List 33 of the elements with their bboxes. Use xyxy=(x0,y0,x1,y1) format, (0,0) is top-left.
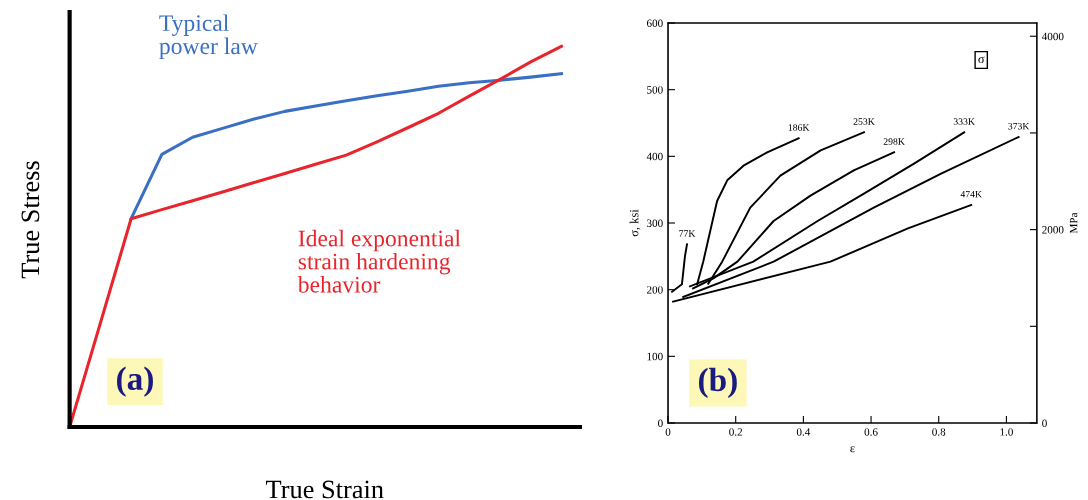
text: Typical power law xyxy=(159,14,258,60)
y2-tick-label: 0 xyxy=(1042,419,1047,427)
y2-tick-label: 2000 xyxy=(1042,226,1064,234)
y2-tick-label: 4000 xyxy=(1041,32,1064,41)
series-label: 474K xyxy=(960,190,982,198)
x-tick-label: 0.6 xyxy=(864,428,878,436)
annotation: (b) xyxy=(699,367,737,399)
x-tick-label: 1.0 xyxy=(1000,428,1013,436)
series-label: 253K xyxy=(853,118,875,125)
series-label: 373K xyxy=(1008,122,1030,130)
y2-axis-title: MPa xyxy=(1069,212,1078,234)
annotation: σ xyxy=(978,56,985,64)
series-label: 333K xyxy=(953,118,975,125)
y-axis-title: True Stress xyxy=(21,161,40,279)
y-tick-label: 500 xyxy=(647,86,663,94)
x-tick-label: 0.2 xyxy=(729,428,743,436)
x-axis-title: True Strain xyxy=(265,480,384,499)
series-label: 77K xyxy=(679,230,696,237)
x-tick-label: 0 xyxy=(665,428,671,436)
x-tick-label: 0.8 xyxy=(932,428,946,436)
y-tick-label: 100 xyxy=(647,352,663,361)
y-tick-label: 400 xyxy=(646,152,663,161)
x-tick-label: 0.4 xyxy=(796,428,811,436)
y-tick-label: 0 xyxy=(658,419,663,427)
text: Ideal exponential strain hardening behavior xyxy=(297,229,461,293)
x-axis-title: ε xyxy=(850,446,855,453)
y-axis-title: σ, ksi xyxy=(629,209,641,237)
y-tick-label: 300 xyxy=(647,219,663,227)
y-tick-label: 600 xyxy=(646,19,663,27)
series-label: 298K xyxy=(883,138,905,145)
y-tick-label: 200 xyxy=(646,286,663,294)
series-label: 186K xyxy=(788,124,810,131)
annotation: (a) xyxy=(117,366,153,397)
